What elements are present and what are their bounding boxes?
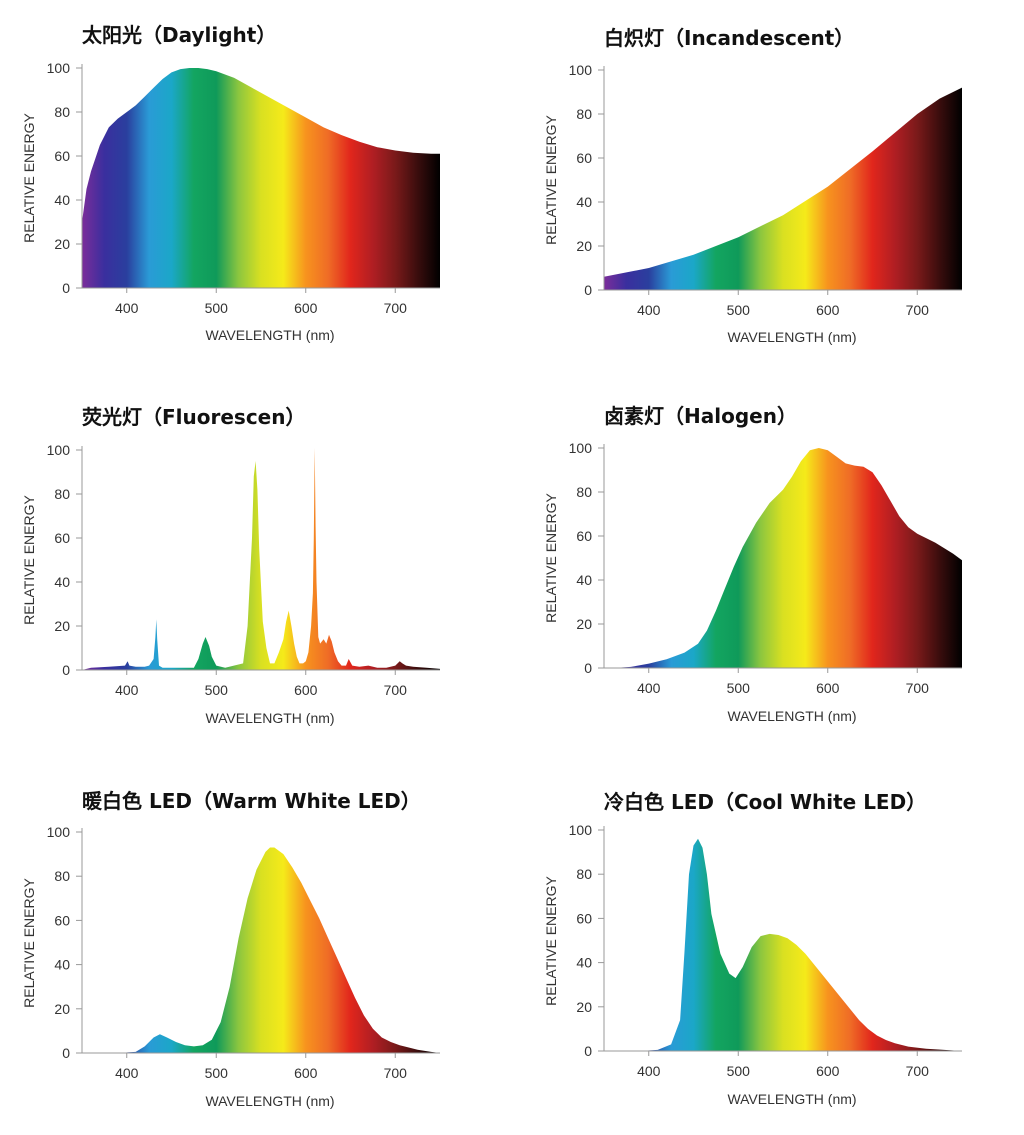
x-tick-label: 400	[637, 302, 661, 318]
x-tick-label: 400	[637, 680, 661, 696]
x-tick-label: 700	[906, 1063, 930, 1079]
x-tick-label: 700	[906, 302, 930, 318]
chart-fluorescent: 荧光灯（Fluorescen） 0 20 40 60 80 100 400 500 600 700…	[21, 405, 440, 726]
x-tick-label: 600	[294, 300, 318, 316]
x-tick-label: 400	[115, 300, 139, 316]
y-tick-label: 40	[576, 572, 592, 588]
y-axis-label: RELATIVE ENERGY	[543, 493, 559, 623]
y-tick-label: 0	[62, 662, 70, 678]
x-tick-label: 400	[115, 1065, 139, 1081]
x-tick-label: 700	[384, 300, 408, 316]
chart-title: 太阳光（Daylight）	[82, 23, 276, 47]
y-tick-label: 100	[47, 824, 71, 840]
y-tick-label: 0	[62, 280, 70, 296]
x-tick-label: 500	[727, 680, 751, 696]
y-tick-label: 80	[576, 866, 592, 882]
x-tick-label: 600	[294, 682, 318, 698]
spectrum-area	[82, 447, 440, 670]
y-tick-label: 80	[54, 486, 70, 502]
y-tick-label: 40	[576, 194, 592, 210]
chart-cool-white-led: 冷白色 LED（Cool White LED） 0 20 40 60 80 100 400 5…	[543, 790, 962, 1107]
chart-title: 冷白色 LED（Cool White LED）	[604, 790, 926, 814]
x-axis-label: WAVELENGTH (nm)	[205, 710, 334, 726]
y-tick-label: 20	[576, 238, 592, 254]
spectrum-area	[604, 838, 962, 1051]
y-axis-label: RELATIVE ENERGY	[21, 878, 37, 1008]
spectrum-area	[604, 448, 962, 668]
x-tick-label: 500	[727, 1063, 751, 1079]
chart-incandescent: 白炽灯（Incandescent） 0 20 40 60 80 100 400 500 600 7…	[543, 26, 962, 345]
y-tick-label: 20	[54, 618, 70, 634]
y-tick-label: 80	[576, 484, 592, 500]
y-tick-label: 0	[584, 282, 592, 298]
y-tick-label: 80	[54, 104, 70, 120]
y-tick-label: 20	[54, 1001, 70, 1017]
spectrum-area	[82, 68, 440, 288]
spectrum-area	[82, 847, 440, 1053]
x-tick-label: 700	[906, 680, 930, 696]
y-tick-label: 60	[576, 528, 592, 544]
x-axis-label: WAVELENGTH (nm)	[727, 1091, 856, 1107]
y-axis-label: RELATIVE ENERGY	[21, 495, 37, 625]
y-tick-label: 40	[576, 955, 592, 971]
spectrum-area	[604, 87, 962, 290]
x-tick-label: 500	[205, 1065, 229, 1081]
y-tick-label: 0	[584, 660, 592, 676]
y-tick-label: 60	[576, 910, 592, 926]
y-tick-label: 0	[62, 1045, 70, 1061]
y-tick-label: 100	[47, 60, 71, 76]
y-tick-label: 100	[569, 440, 593, 456]
x-axis-label: WAVELENGTH (nm)	[205, 1093, 334, 1109]
y-tick-label: 80	[54, 868, 70, 884]
y-axis-label: RELATIVE ENERGY	[543, 115, 559, 245]
y-tick-label: 100	[569, 62, 593, 78]
x-tick-label: 500	[205, 300, 229, 316]
y-tick-label: 100	[47, 442, 71, 458]
y-tick-label: 60	[54, 530, 70, 546]
y-tick-label: 80	[576, 106, 592, 122]
y-tick-label: 40	[54, 957, 70, 973]
y-tick-label: 40	[54, 574, 70, 590]
y-axis-label: RELATIVE ENERGY	[21, 113, 37, 243]
x-tick-label: 700	[384, 1065, 408, 1081]
x-tick-label: 600	[816, 302, 840, 318]
chart-halogen: 卤素灯（Halogen） 0 20 40 60 80 100 400 500 600 700 WA…	[543, 404, 962, 724]
x-axis-label: WAVELENGTH (nm)	[727, 708, 856, 724]
y-tick-label: 60	[54, 912, 70, 928]
chart-title: 暖白色 LED（Warm White LED）	[82, 789, 421, 813]
y-tick-label: 0	[584, 1043, 592, 1059]
x-tick-label: 400	[637, 1063, 661, 1079]
chart-warm-white-led: 暖白色 LED（Warm White LED） 0 20 40 60 80 100 400 5…	[21, 789, 440, 1109]
y-tick-label: 60	[576, 150, 592, 166]
x-axis-label: WAVELENGTH (nm)	[205, 327, 334, 343]
y-tick-label: 60	[54, 148, 70, 164]
y-tick-label: 20	[576, 999, 592, 1015]
x-tick-label: 600	[816, 680, 840, 696]
x-tick-label: 500	[205, 682, 229, 698]
y-tick-label: 40	[54, 192, 70, 208]
x-tick-label: 500	[727, 302, 751, 318]
y-tick-label: 100	[569, 822, 593, 838]
chart-title: 荧光灯（Fluorescen）	[82, 405, 306, 429]
y-tick-label: 20	[54, 236, 70, 252]
x-tick-label: 700	[384, 682, 408, 698]
x-tick-label: 600	[294, 1065, 318, 1081]
y-axis-label: RELATIVE ENERGY	[543, 876, 559, 1006]
x-tick-label: 400	[115, 682, 139, 698]
chart-title: 卤素灯（Halogen）	[604, 404, 797, 428]
x-axis-label: WAVELENGTH (nm)	[727, 329, 856, 345]
chart-daylight: 太阳光（Daylight） 0 20 40 60 80 100 400 500 600 700 W…	[21, 23, 440, 343]
x-tick-label: 600	[816, 1063, 840, 1079]
y-tick-label: 20	[576, 616, 592, 632]
chart-title: 白炽灯（Incandescent）	[604, 26, 854, 50]
